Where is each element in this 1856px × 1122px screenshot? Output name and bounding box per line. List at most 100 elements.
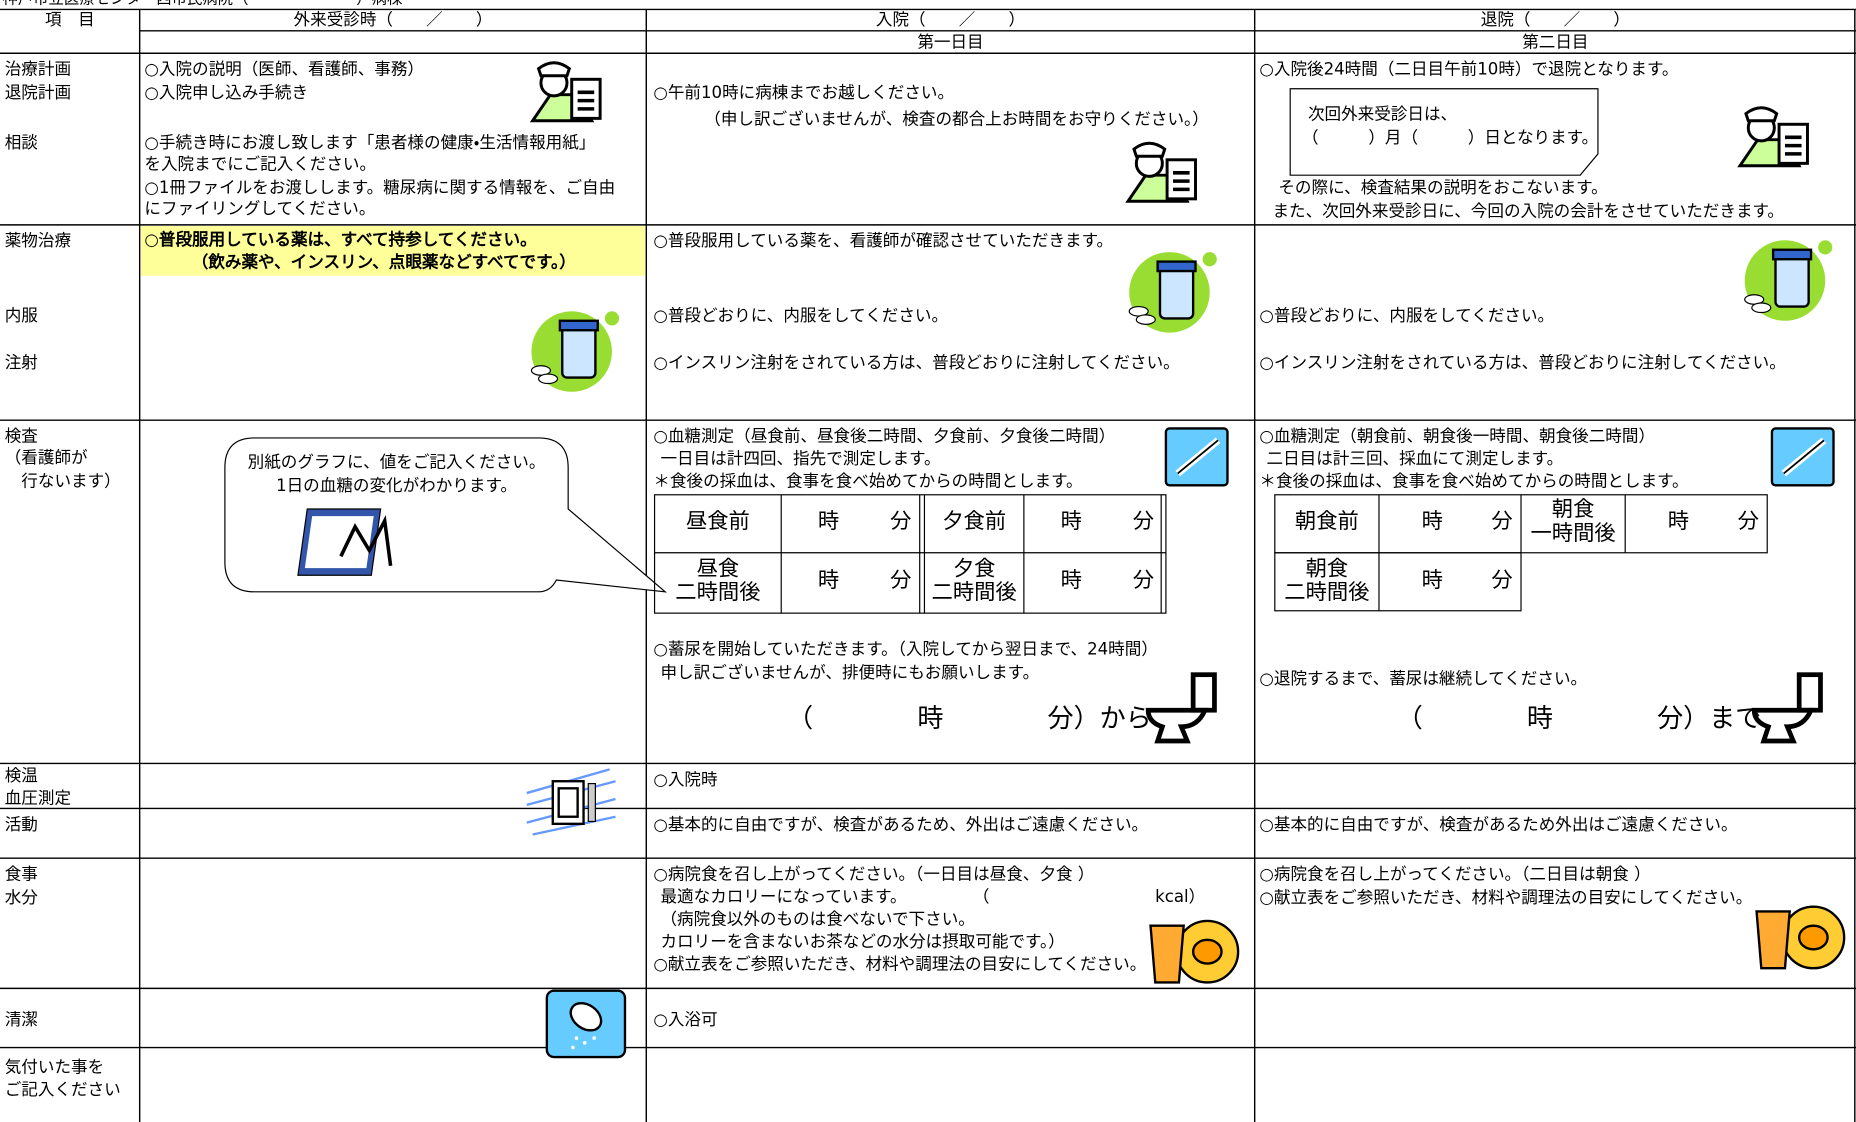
text: ○入院申し込み手続き xyxy=(144,84,309,103)
table-cell: 二時間後 xyxy=(1284,579,1370,605)
row-label: 水分 xyxy=(4,888,38,908)
column-header: 項 目 xyxy=(44,10,95,30)
toilet-icon xyxy=(1145,672,1217,744)
text: 申し訳ございませんが、排便時にもお願いします。 xyxy=(660,664,1040,683)
table-cell: 分 xyxy=(1737,508,1759,534)
row-label: 退院計画 xyxy=(4,84,72,103)
row-label: 内服 xyxy=(4,306,38,326)
text: ○献立表をご参照いただき、材料や調理法の目安にしてください。 xyxy=(653,955,1147,975)
table-cell: 分 xyxy=(890,508,912,534)
text: ○入浴可 xyxy=(653,1010,718,1030)
text: （飲み薬や、インスリン、点眼薬などすべてです。） xyxy=(191,253,576,273)
row-label: 検査 xyxy=(4,427,38,447)
text: ○入院の説明（医師、看護師、事務） xyxy=(144,60,425,80)
text: ○蓄尿を開始していただきます。（入院してから翌日まで、24時間） xyxy=(653,640,1158,660)
text: その際に、検査結果の説明をおこないます。 xyxy=(1278,178,1608,198)
text: （ 時 分）まで xyxy=(1396,704,1762,734)
table-cell: 一時間後 xyxy=(1530,520,1616,546)
text: ○普段服用している薬を、看護師が確認させていただきます。 xyxy=(653,231,1114,251)
table-cell: 分 xyxy=(890,568,912,594)
table-cell: 時 xyxy=(1060,508,1082,534)
table-cell: 分 xyxy=(1132,568,1155,594)
text: ○午前10時に病棟までお越しください。 xyxy=(653,84,955,103)
row-label: （看護師が xyxy=(4,448,88,468)
text: 一日目は計四回、指先で測定します。 xyxy=(660,449,941,469)
row-label: 活動 xyxy=(4,815,38,835)
text: 最適なカロリーになっています。 （ kcal） xyxy=(660,887,1206,907)
glucose-table-day2 xyxy=(1274,494,1768,612)
text: （ ）月（ ）日となります。 xyxy=(1302,129,1599,148)
text: ＊食後の採血は、食事を食べ始めてからの時間とします。 xyxy=(653,472,1083,492)
row-label: 行ないます） xyxy=(21,472,121,492)
row-label: 清潔 xyxy=(4,1010,38,1030)
table-cell: 時 xyxy=(1060,568,1082,594)
row-label: 薬物治療 xyxy=(4,231,72,251)
text: また、次回外来受診日に、今回の入院の会計をさせていただきます。 xyxy=(1272,202,1785,222)
text: カロリーを含まないお茶などの水分は摂取可能です。） xyxy=(660,932,1065,952)
text: ○献立表をご参照いただき、材料や調理法の目安にしてください。 xyxy=(1259,888,1753,908)
text: ○病院食を召し上がってください。（二日目は朝食 ） xyxy=(1259,865,1651,885)
glucose-table-day1 xyxy=(653,494,1167,614)
syringe-icon xyxy=(1164,427,1229,487)
row-label: 相談 xyxy=(4,133,38,153)
text: ○インスリン注射をされている方は、普段どおりに注射してください。 xyxy=(1259,353,1786,373)
shower-icon xyxy=(545,989,627,1059)
calculator-icon xyxy=(526,768,616,836)
table-cell: 時 xyxy=(1421,508,1443,534)
table-cell: 夕食前 xyxy=(942,508,1007,534)
table-cell: 昼食 xyxy=(696,556,740,582)
text: （ 時 分）から xyxy=(787,704,1152,734)
text: ○手続き時にお渡し致します「患者様の健康・生活情報用紙」 xyxy=(144,133,596,153)
text: ○入院後24時間（二日目午前10時）で退院となります。 xyxy=(1259,60,1679,80)
text: ○基本的に自由ですが、検査があるため、外出はご遠慮ください。 xyxy=(653,815,1149,835)
ward-title: 神戸市立医療センター西市民病院（ ）病棟 xyxy=(2,0,402,9)
food-icon xyxy=(1149,919,1240,984)
table-cell: 時 xyxy=(817,568,840,594)
table-cell: 時 xyxy=(817,508,840,534)
table-cell: 朝食 xyxy=(1551,497,1595,522)
text: ○入院時 xyxy=(653,770,718,790)
table-cell: 朝食前 xyxy=(1294,508,1359,534)
table-cell: 分 xyxy=(1132,508,1155,534)
table-cell: 分 xyxy=(1491,508,1513,534)
nurse-icon xyxy=(529,61,602,123)
text: （病院食以外のものは食べないで下さい。 xyxy=(660,910,975,930)
table-cell: 二時間後 xyxy=(675,579,761,605)
text: を入院までにご記入ください。 xyxy=(144,155,377,174)
text: ＊食後の採血は、食事を食べ始めてからの時間とします。 xyxy=(1259,472,1689,492)
text: 二日目は計三回、採血にて測定します。 xyxy=(1266,449,1564,469)
highlight xyxy=(140,226,646,276)
row-label: 治療計画 xyxy=(4,60,72,80)
medicine-icon xyxy=(530,311,620,392)
text: ○病院食を召し上がってください。（一日目は昼食、夕食 ） xyxy=(653,865,1095,885)
text: ○血糖測定（昼食前、昼食後二時間、夕食前、夕食後二時間） xyxy=(653,427,1116,447)
graph-icon xyxy=(297,508,393,576)
row-label: 食事 xyxy=(4,865,38,885)
table-cell: 夕食 xyxy=(952,556,996,582)
text: ○退院するまで、蓄尿は継続してください。 xyxy=(1259,669,1588,689)
row-label: 血圧測定 xyxy=(4,789,72,809)
text: にファイリングしてください。 xyxy=(144,200,376,219)
callout-text: 別紙のグラフに、値をご記入ください。 xyxy=(247,453,546,473)
text: ○基本的に自由ですが、検査があるため外出はご遠慮ください。 xyxy=(1259,815,1738,835)
text: （申し訳ございませんが、検査の都合上お時間をお守りください。） xyxy=(704,110,1209,130)
text: ○普段どおりに、内服をしてください。 xyxy=(653,306,949,326)
notice-box xyxy=(1289,88,1599,176)
column-header: 退院（ ／ ） xyxy=(1480,10,1630,30)
grid-lines xyxy=(0,8,1856,1122)
callout-text: 1日の血糖の変化がわかります。 xyxy=(276,477,517,496)
text: 次回外来受診日は、 xyxy=(1307,105,1458,125)
table-cell: 二時間後 xyxy=(931,579,1017,605)
text: ○普段どおりに、内服をしてください。 xyxy=(1259,306,1555,326)
text: ○普段服用している薬は、すべて持参してください。 xyxy=(144,230,537,250)
row-label: 気付いた事を xyxy=(4,1058,105,1078)
table-cell: 時 xyxy=(1667,508,1690,534)
text: ○インスリン注射をされている方は、普段どおりに注射してください。 xyxy=(653,353,1180,373)
day-header: 第一日目 xyxy=(917,33,984,53)
column-header: 外来受診時（ ／ ） xyxy=(293,10,493,30)
row-label: ご記入ください xyxy=(4,1080,121,1100)
column-header: 入院（ ／ ） xyxy=(875,10,1026,30)
